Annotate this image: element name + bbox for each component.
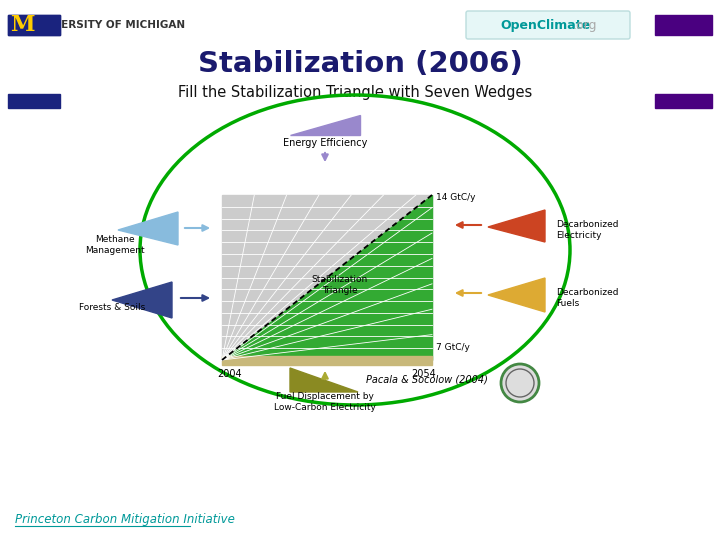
Bar: [222, 356, 432, 365]
Text: 2054: 2054: [412, 369, 436, 379]
Polygon shape: [112, 282, 172, 318]
Text: UNIVERSITY OF MICHIGAN: UNIVERSITY OF MICHIGAN: [32, 20, 185, 30]
Polygon shape: [488, 210, 545, 242]
Bar: [655, 15, 712, 35]
Text: 7 GtC/y: 7 GtC/y: [436, 343, 470, 353]
Text: M: M: [10, 14, 35, 36]
Bar: [8, 15, 60, 35]
Text: Stabilization
Triangle: Stabilization Triangle: [312, 275, 368, 295]
Text: Energy Efficiency: Energy Efficiency: [283, 138, 367, 148]
Text: 14 GtC/y: 14 GtC/y: [436, 192, 475, 201]
Text: Decarbonized
Electricity: Decarbonized Electricity: [556, 220, 618, 240]
Circle shape: [501, 364, 539, 402]
Polygon shape: [290, 368, 358, 392]
Text: .org: .org: [573, 18, 598, 31]
Polygon shape: [118, 212, 178, 245]
Bar: [222, 195, 432, 360]
Text: Fill the Stabilization Triangle with Seven Wedges: Fill the Stabilization Triangle with Sev…: [178, 85, 532, 100]
Polygon shape: [222, 195, 432, 360]
FancyBboxPatch shape: [466, 11, 630, 39]
Bar: [8, 94, 60, 108]
Text: Methane
Management: Methane Management: [85, 235, 145, 255]
Text: Fuel Displacement by
Low-Carbon Electricity: Fuel Displacement by Low-Carbon Electric…: [274, 392, 376, 411]
Text: Stabilization (2006): Stabilization (2006): [197, 50, 523, 78]
Text: OpenClimate: OpenClimate: [500, 18, 590, 31]
Text: Forests & Soils: Forests & Soils: [79, 303, 145, 313]
Text: 2004: 2004: [217, 369, 243, 379]
Polygon shape: [488, 278, 545, 312]
Polygon shape: [290, 115, 360, 135]
Bar: [655, 94, 712, 108]
Bar: [8, 15, 60, 35]
Text: Pacala & Socolow (2004): Pacala & Socolow (2004): [366, 375, 488, 385]
Text: Princeton Carbon Mitigation Initiative: Princeton Carbon Mitigation Initiative: [15, 514, 235, 526]
Text: Decarbonized
Fuels: Decarbonized Fuels: [556, 288, 618, 308]
